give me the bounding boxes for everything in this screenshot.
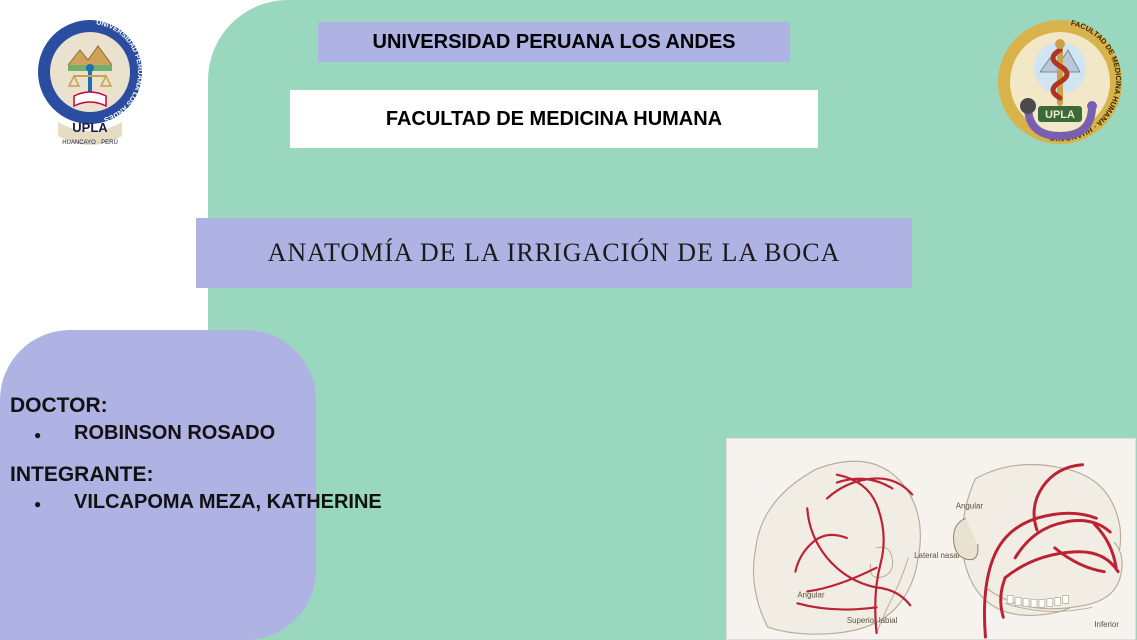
university-banner: UNIVERSIDAD PERUANA LOS ANDES: [318, 22, 790, 62]
svg-text:UPLA: UPLA: [72, 120, 108, 135]
member-label: INTEGRANTE:: [10, 463, 382, 487]
faculty-text: FACULTAD DE MEDICINA HUMANA: [386, 108, 722, 131]
svg-text:Inferior: Inferior: [1094, 620, 1119, 629]
slide-root: UNIVERSIDAD PERUANA LOS ANDES FACULTAD D…: [0, 0, 1137, 640]
member-name: VILCAPOMA MEZA, KATHERINE: [34, 491, 382, 514]
svg-text:Superior labial: Superior labial: [847, 616, 898, 625]
university-text: UNIVERSIDAD PERUANA LOS ANDES: [373, 31, 736, 54]
title-banner: ANATOMÍA DE LA IRRIGACIÓN DE LA BOCA: [196, 218, 912, 288]
svg-text:Angular: Angular: [797, 590, 825, 599]
svg-text:UPLA: UPLA: [1045, 109, 1075, 121]
svg-text:Angular: Angular: [956, 501, 984, 510]
medicine-faculty-icon: FACULTAD DE MEDICINA HUMANA · HUANCAYO U…: [990, 10, 1130, 170]
svg-text:HUANCAYO · PERÚ: HUANCAYO · PERÚ: [62, 139, 118, 146]
faculty-banner: FACULTAD DE MEDICINA HUMANA: [290, 90, 818, 148]
doctor-name: ROBINSON ROSADO: [34, 422, 382, 445]
anatomy-illustration: Lateral nasal Superior labial Angular: [726, 438, 1136, 640]
doctor-label: DOCTOR:: [10, 394, 382, 418]
title-text: ANATOMÍA DE LA IRRIGACIÓN DE LA BOCA: [268, 238, 841, 268]
svg-text:Lateral nasal: Lateral nasal: [914, 551, 960, 560]
head-arteries-icon: Lateral nasal Superior labial Angular: [727, 439, 1135, 639]
upla-shield-icon: UNIVERSIDAD PERUANA LOS ANDES UPLA HUANC…: [28, 10, 152, 170]
logo-left: UNIVERSIDAD PERUANA LOS ANDES UPLA HUANC…: [28, 10, 152, 170]
logo-right: FACULTAD DE MEDICINA HUMANA · HUANCAYO U…: [990, 10, 1130, 170]
info-block: DOCTOR: ROBINSON ROSADO INTEGRANTE: VILC…: [10, 394, 382, 514]
